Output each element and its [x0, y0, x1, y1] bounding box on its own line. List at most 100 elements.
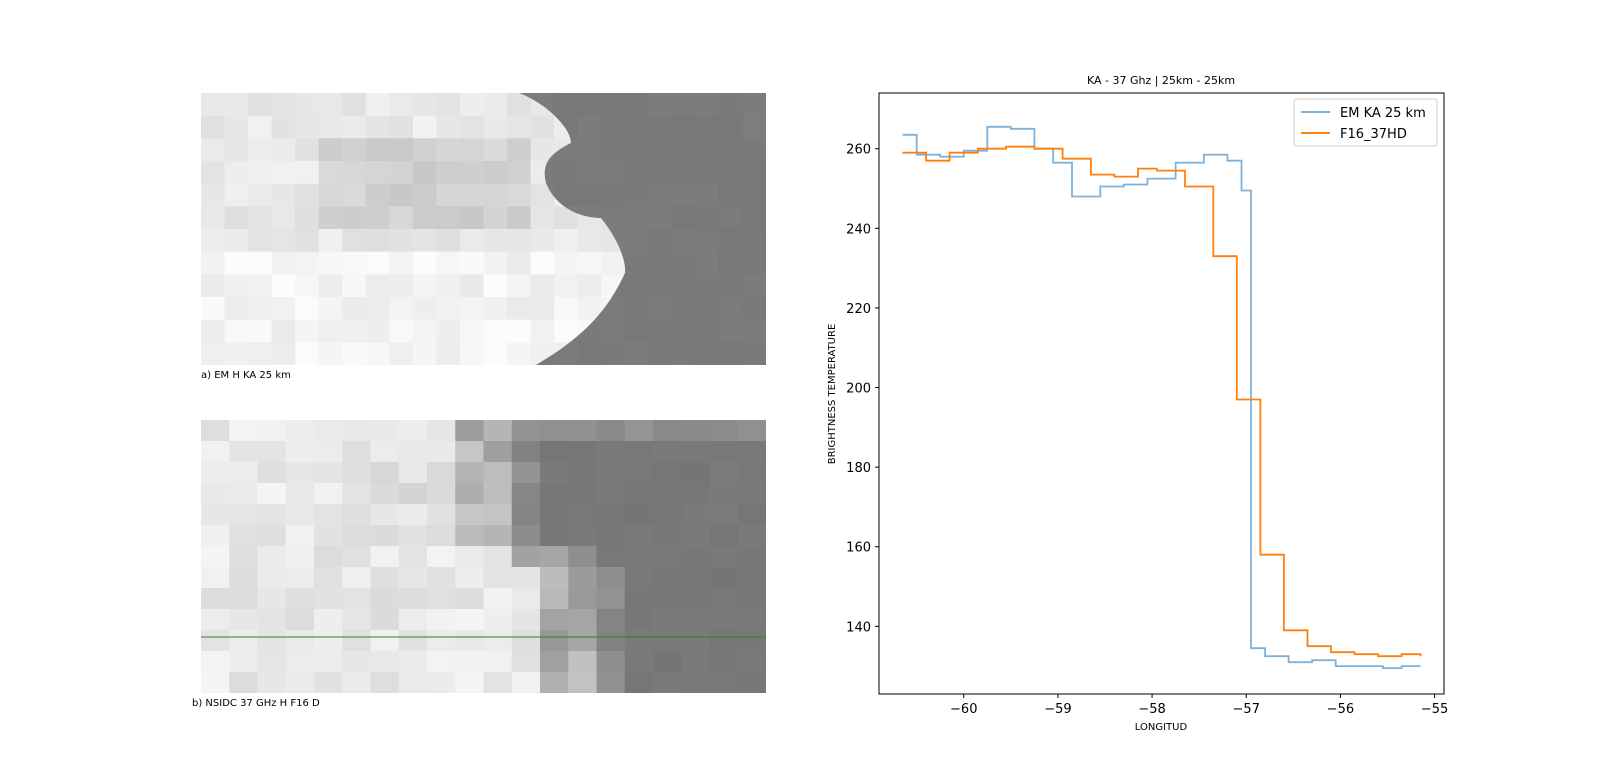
raster-cell [436, 297, 461, 321]
raster-cell [459, 274, 485, 298]
raster-cell [201, 462, 230, 484]
raster-cell [568, 588, 598, 610]
raster-cell [601, 342, 625, 365]
raster-cell [695, 115, 719, 139]
raster-cell [370, 441, 400, 463]
raster-cell [370, 588, 400, 610]
raster-cell [483, 297, 508, 321]
raster-cell [295, 93, 320, 117]
raster-cell [540, 651, 569, 673]
raster-cell [507, 206, 532, 230]
raster-cell [271, 274, 296, 298]
raster-cell [427, 483, 456, 505]
raster-cell [507, 183, 532, 207]
plot-frame [878, 92, 1445, 695]
raster-cell [530, 138, 555, 162]
raster-cell [577, 183, 602, 207]
raster-cell [648, 251, 672, 275]
raster-cell [427, 546, 456, 568]
raster-cell [285, 609, 315, 631]
raster-cell [709, 546, 739, 568]
raster-cell [455, 441, 485, 463]
raster-cell [695, 297, 719, 320]
raster-cell [671, 319, 696, 343]
raster-cell [342, 115, 367, 139]
raster-cell [577, 342, 602, 365]
raster-cell [511, 609, 541, 631]
raster-cell [554, 251, 579, 275]
raster-cell [568, 420, 598, 442]
raster-cell [365, 297, 390, 321]
raster-cell [370, 546, 400, 568]
raster-cell [507, 342, 532, 365]
raster-cell [229, 546, 259, 568]
raster-cell [365, 115, 390, 139]
raster-cell [742, 274, 766, 297]
raster-cell [455, 588, 485, 610]
raster-cell [601, 115, 625, 139]
raster-cell [540, 630, 569, 652]
raster-cell [511, 462, 541, 484]
raster-cell [718, 342, 743, 365]
raster-cell [389, 251, 414, 275]
raster-cell [201, 630, 230, 652]
raster-cell [596, 462, 626, 484]
raster-cell [483, 93, 508, 117]
raster-cell [483, 672, 513, 693]
raster-cell [201, 274, 226, 298]
raster-cell [412, 93, 438, 117]
raster-cell [624, 483, 654, 505]
raster-cell [295, 161, 320, 185]
raster-cell [398, 441, 428, 463]
raster-cell [455, 651, 485, 673]
raster-cell [229, 588, 259, 610]
raster-cell [648, 183, 672, 207]
raster-cell [271, 183, 296, 207]
raster-cell [342, 588, 372, 610]
raster-cell [295, 138, 320, 162]
raster-cell [370, 609, 400, 631]
raster-cell [681, 420, 711, 442]
raster-cell [412, 274, 438, 298]
raster-cell [624, 546, 654, 568]
raster-cell [248, 138, 273, 162]
raster-cell [412, 161, 438, 185]
raster-cell [427, 672, 456, 693]
raster-cell [624, 342, 649, 365]
legend-label-1: EM KA 25 km [1340, 106, 1426, 121]
raster-cell [201, 546, 230, 568]
raster-cell [398, 609, 428, 631]
raster-cell [398, 462, 428, 484]
raster-cell [737, 588, 766, 610]
series-line-1 [902, 125, 1421, 669]
raster-cell [653, 651, 682, 673]
raster-cell [507, 93, 532, 117]
raster-cell [436, 115, 461, 139]
raster-cell [201, 297, 226, 321]
raster-cell [577, 229, 602, 253]
y-tick-label: 260 [846, 143, 871, 158]
raster-cell [648, 274, 672, 297]
raster-cell [412, 229, 438, 253]
raster-cell [737, 420, 766, 442]
raster-cell [511, 420, 541, 442]
raster-cell [530, 229, 555, 253]
raster-cell [554, 229, 579, 253]
raster-cell [577, 93, 602, 116]
raster-cell [718, 161, 743, 184]
raster-cell [742, 138, 766, 161]
raster-cell [681, 588, 711, 610]
raster-cell [427, 651, 456, 673]
raster-cell [742, 161, 766, 184]
raster-cell [201, 609, 230, 631]
x-tick-label: −60 [950, 702, 977, 717]
raster-cell [596, 420, 626, 442]
raster-cell [318, 251, 343, 275]
plot-area [902, 125, 1422, 669]
raster-cell [742, 183, 766, 207]
raster-cell [718, 115, 743, 139]
raster-cell [314, 483, 343, 505]
raster-cell [271, 115, 296, 139]
raster-cell [653, 546, 682, 568]
raster-cell [370, 525, 400, 547]
